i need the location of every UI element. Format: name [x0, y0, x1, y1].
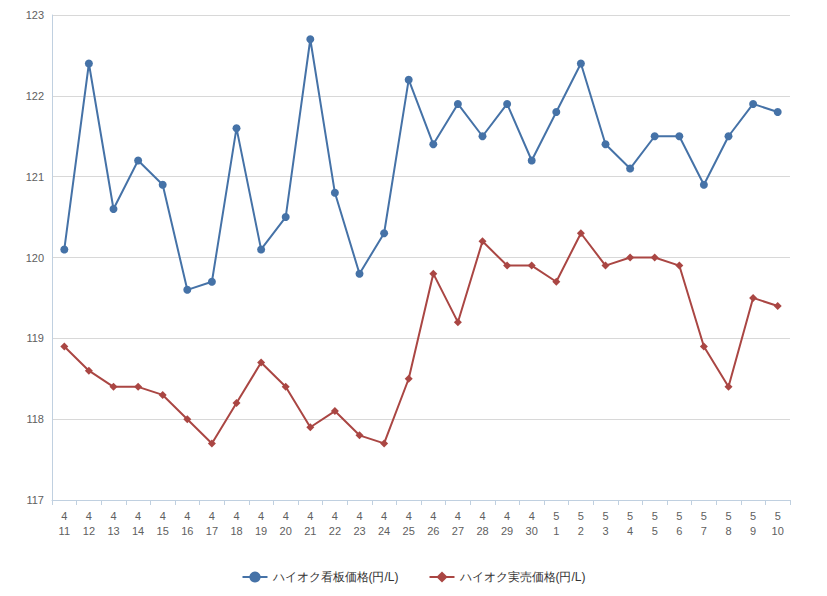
- svg-text:4: 4: [430, 510, 436, 522]
- svg-text:13: 13: [107, 525, 119, 537]
- svg-text:4: 4: [258, 510, 264, 522]
- svg-text:27: 27: [452, 525, 464, 537]
- svg-text:12: 12: [83, 525, 95, 537]
- svg-text:2: 2: [578, 525, 584, 537]
- svg-text:30: 30: [526, 525, 538, 537]
- svg-text:5: 5: [652, 525, 658, 537]
- svg-text:121: 121: [26, 171, 44, 183]
- svg-text:4: 4: [160, 510, 166, 522]
- svg-text:11: 11: [59, 525, 70, 537]
- svg-text:4: 4: [406, 510, 412, 522]
- svg-text:29: 29: [501, 525, 513, 537]
- svg-text:122: 122: [26, 90, 44, 102]
- svg-text:4: 4: [307, 510, 313, 522]
- svg-text:4: 4: [529, 510, 535, 522]
- svg-text:5: 5: [725, 510, 731, 522]
- svg-text:21: 21: [304, 525, 316, 537]
- svg-text:22: 22: [329, 525, 341, 537]
- svg-text:117: 117: [26, 494, 44, 506]
- svg-text:14: 14: [132, 525, 144, 537]
- svg-text:23: 23: [353, 525, 365, 537]
- svg-text:4: 4: [479, 510, 485, 522]
- svg-text:19: 19: [255, 525, 267, 537]
- svg-text:1: 1: [553, 525, 559, 537]
- svg-text:4: 4: [86, 510, 92, 522]
- svg-text:ハイオク看板価格(円/L): ハイオク看板価格(円/L): [272, 570, 399, 584]
- svg-text:ハイオク実売価格(円/L): ハイオク実売価格(円/L): [459, 570, 586, 584]
- svg-text:5: 5: [701, 510, 707, 522]
- svg-text:5: 5: [676, 510, 682, 522]
- svg-text:7: 7: [701, 525, 707, 537]
- svg-text:26: 26: [427, 525, 439, 537]
- svg-text:4: 4: [455, 510, 461, 522]
- svg-text:15: 15: [157, 525, 169, 537]
- svg-text:120: 120: [26, 252, 44, 264]
- svg-text:4: 4: [209, 510, 215, 522]
- svg-text:17: 17: [206, 525, 218, 537]
- svg-text:4: 4: [332, 510, 338, 522]
- svg-text:24: 24: [378, 525, 390, 537]
- svg-text:4: 4: [233, 510, 239, 522]
- svg-text:4: 4: [184, 510, 190, 522]
- svg-text:4: 4: [61, 510, 67, 522]
- svg-text:5: 5: [553, 510, 559, 522]
- svg-text:9: 9: [750, 525, 756, 537]
- svg-text:4: 4: [110, 510, 116, 522]
- svg-text:8: 8: [725, 525, 731, 537]
- svg-text:4: 4: [356, 510, 362, 522]
- svg-text:123: 123: [26, 9, 44, 21]
- svg-text:4: 4: [381, 510, 387, 522]
- svg-text:5: 5: [602, 510, 608, 522]
- svg-text:5: 5: [750, 510, 756, 522]
- svg-text:25: 25: [403, 525, 415, 537]
- svg-text:16: 16: [181, 525, 193, 537]
- svg-text:4: 4: [504, 510, 510, 522]
- svg-text:20: 20: [280, 525, 292, 537]
- svg-text:4: 4: [627, 525, 633, 537]
- svg-text:3: 3: [602, 525, 608, 537]
- svg-text:119: 119: [26, 332, 44, 344]
- svg-text:28: 28: [476, 525, 488, 537]
- svg-text:5: 5: [775, 510, 781, 522]
- svg-text:4: 4: [283, 510, 289, 522]
- svg-text:18: 18: [230, 525, 242, 537]
- svg-text:5: 5: [652, 510, 658, 522]
- svg-text:4: 4: [135, 510, 141, 522]
- svg-text:6: 6: [676, 525, 682, 537]
- svg-text:10: 10: [772, 525, 784, 537]
- svg-text:5: 5: [627, 510, 633, 522]
- svg-text:118: 118: [26, 413, 44, 425]
- svg-text:5: 5: [578, 510, 584, 522]
